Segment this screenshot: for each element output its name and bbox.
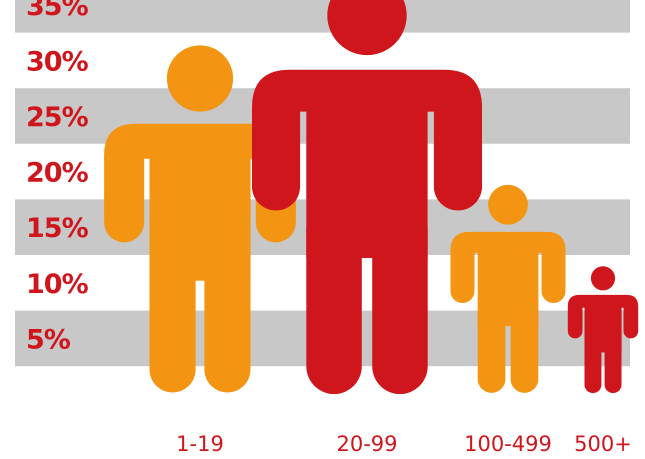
person-head [488,184,528,225]
person-leg [584,342,602,394]
person-figure [450,184,566,393]
x-category-label: 1-19 [176,432,224,456]
x-axis-categories: 1-19 20-99 100-499 500+ [176,432,632,456]
person-head [327,0,407,56]
person-head [590,266,616,291]
y-tick-label: 30% [26,46,89,77]
person-leg [149,254,196,393]
y-tick-label: 20% [26,158,89,189]
person-figure [104,45,296,393]
person-leg [477,310,506,393]
person-leg [306,226,362,395]
person-leg [510,310,539,393]
x-category-label: 100-499 [464,432,552,456]
person-figure [567,266,639,394]
person-figures [104,0,639,395]
x-category-label: 20-99 [336,432,397,456]
y-axis-ticks: 5% 10% 15% 20% 25% 30% 35% [26,0,90,355]
person-figure [252,0,482,395]
y-tick-label: 10% [26,269,89,300]
y-tick-label: 25% [26,102,89,133]
person-leg [204,254,251,393]
y-tick-label: 15% [26,213,89,244]
person-head [166,45,234,112]
y-tick-label: 35% [26,0,89,22]
person-leg [604,342,622,394]
x-category-label: 500+ [574,432,632,456]
y-tick-label: 5% [26,324,71,355]
grid-band [15,0,630,33]
person-leg [372,226,428,395]
